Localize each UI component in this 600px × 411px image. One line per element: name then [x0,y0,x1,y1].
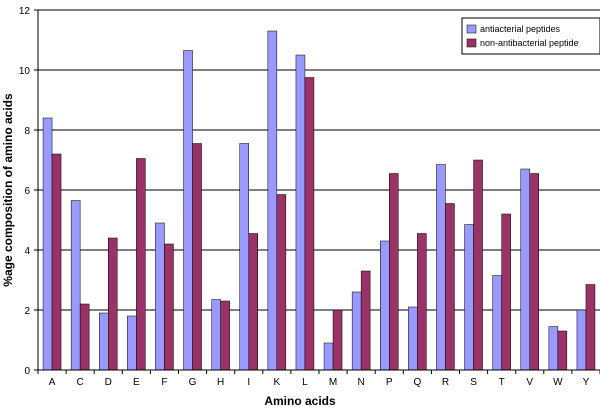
y-tick-label: 8 [24,126,30,137]
y-axis-label: %age composition of amino acids [1,93,15,287]
bar-non-antibacterial-S [474,160,483,370]
bar-antibacterial-Q [408,307,417,370]
bar-non-antibacterial-F [164,244,173,370]
bar-antibacterial-I [240,144,249,371]
bar-non-antibacterial-L [305,78,314,371]
x-tick-label: Q [413,377,421,388]
bar-antibacterial-V [521,169,530,370]
x-tick-label: W [553,377,563,388]
x-tick-label: R [442,377,449,388]
bar-antibacterial-G [184,51,193,371]
bar-non-antibacterial-V [530,174,539,371]
bar-antibacterial-D [99,313,108,370]
y-tick-labels: 0 2 4 6 8 10 12 [19,6,31,377]
bar-non-antibacterial-T [502,214,511,370]
y-tick-label: 2 [24,306,30,317]
bar-antibacterial-F [155,223,164,370]
bar-non-antibacterial-P [389,174,398,371]
y-tick-label: 4 [24,246,30,257]
bar-non-antibacterial-D [108,238,117,370]
bar-non-antibacterial-Q [417,234,426,371]
y-tick-label: 10 [19,66,31,77]
y-tick-label: 6 [24,186,30,197]
x-tick-label: F [161,377,167,388]
legend-swatch-non-antibacterial [467,39,476,47]
bar-non-antibacterial-W [558,331,567,370]
x-tick-label: M [329,377,337,388]
bar-antibacterial-Y [577,310,586,370]
bar-non-antibacterial-A [52,154,61,370]
legend-label-antibacterial: antiacterial peptides [480,24,561,34]
x-axis-label: Amino acids [264,394,336,408]
bar-antibacterial-P [380,241,389,370]
bar-non-antibacterial-C [80,304,89,370]
bar-antibacterial-H [212,300,221,371]
bar-antibacterial-R [436,165,445,371]
bar-antibacterial-C [71,201,80,371]
x-tick-label: Y [583,377,590,388]
bar-non-antibacterial-N [361,271,370,370]
bar-non-antibacterial-R [445,204,454,371]
legend: antiacterial peptides non-antibacterial … [462,18,600,54]
x-tick-label: K [274,377,281,388]
x-tick-label: N [358,377,365,388]
x-tick-label: E [133,377,140,388]
bar-antibacterial-T [493,276,502,371]
x-tick-label: H [217,377,224,388]
bar-non-antibacterial-H [221,301,230,370]
bar-non-antibacterial-G [193,144,202,371]
bar-non-antibacterial-E [136,159,145,371]
y-tick-label: 12 [19,6,31,17]
legend-swatch-antibacterial [467,25,476,33]
x-tick-label: L [302,377,308,388]
x-tick-label: C [77,377,84,388]
bar-antibacterial-K [268,31,277,370]
bar-non-antibacterial-M [333,310,342,370]
gridlines [38,10,600,310]
bars [43,31,595,370]
x-tick-label: P [386,377,393,388]
bar-antibacterial-A [43,118,52,370]
x-tick-label: S [470,377,477,388]
legend-label-non-antibacterial: non-antibacterial peptide [480,38,579,48]
bar-antibacterial-L [296,55,305,370]
bar-antibacterial-S [465,225,474,371]
x-tick-label: I [247,377,250,388]
bar-non-antibacterial-K [277,195,286,371]
bar-antibacterial-W [549,327,558,371]
bar-non-antibacterial-I [249,234,258,371]
x-tick-label: V [526,377,533,388]
y-tick-label: 0 [24,366,30,377]
axes [34,10,600,374]
x-tick-label: A [49,377,56,388]
x-tick-label: D [105,377,112,388]
x-tick-label: G [189,377,197,388]
bar-antibacterial-N [352,292,361,370]
bar-antibacterial-M [324,343,333,370]
x-tick-label: T [499,377,505,388]
bar-non-antibacterial-Y [586,285,595,371]
bar-antibacterial-E [127,316,136,370]
